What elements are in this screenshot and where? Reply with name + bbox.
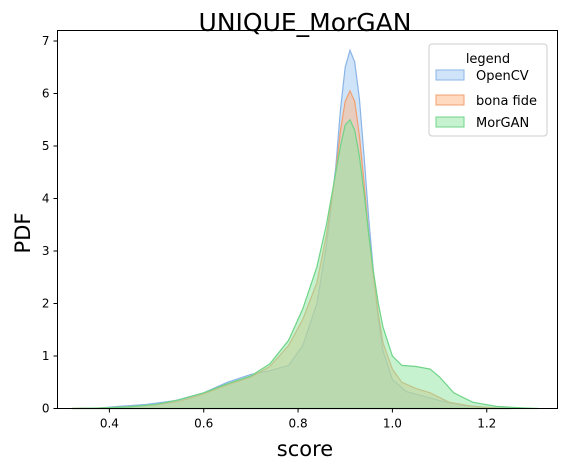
legend: legend OpenCV bona fide MorGAN bbox=[428, 43, 548, 137]
legend-label-bona-fide: bona fide bbox=[476, 94, 537, 109]
legend-swatch-morgan bbox=[435, 116, 465, 128]
legend-box bbox=[428, 43, 548, 137]
chart-title: UNIQUE_MorGAN bbox=[199, 8, 412, 37]
x-axis-label: score bbox=[277, 437, 333, 461]
y-tick-label: 0 bbox=[42, 402, 50, 416]
x-tick-label: 1.0 bbox=[383, 417, 402, 431]
y-axis-label: PDF bbox=[11, 213, 35, 254]
legend-label-morgan: MorGAN bbox=[476, 116, 529, 131]
y-tick-label: 7 bbox=[42, 34, 50, 48]
plot-frame bbox=[57, 30, 558, 409]
legend-label-opencv: OpenCV bbox=[476, 69, 529, 84]
y-tick-label: 4 bbox=[42, 192, 50, 206]
density-area-morgan bbox=[71, 118, 539, 410]
y-tick-label: 2 bbox=[42, 297, 50, 311]
x-tick-label: 0.6 bbox=[194, 417, 213, 431]
y-tick-label: 1 bbox=[42, 349, 50, 363]
x-axis-ticks: 0.4 0.6 0.8 1.0 1.2 bbox=[100, 408, 496, 431]
y-tick-label: 6 bbox=[42, 87, 50, 101]
x-tick-label: 0.4 bbox=[100, 417, 119, 431]
y-tick-label: 3 bbox=[42, 244, 50, 258]
legend-title: legend bbox=[466, 52, 510, 67]
legend-swatch-opencv bbox=[435, 69, 465, 81]
x-tick-label: 1.2 bbox=[477, 417, 496, 431]
x-tick-label: 0.8 bbox=[289, 417, 308, 431]
legend-swatch-bona-fide bbox=[435, 94, 465, 106]
series-layer bbox=[71, 48, 539, 410]
y-tick-label: 5 bbox=[42, 139, 50, 153]
y-axis-ticks: 0 1 2 3 4 5 6 7 bbox=[42, 34, 58, 416]
